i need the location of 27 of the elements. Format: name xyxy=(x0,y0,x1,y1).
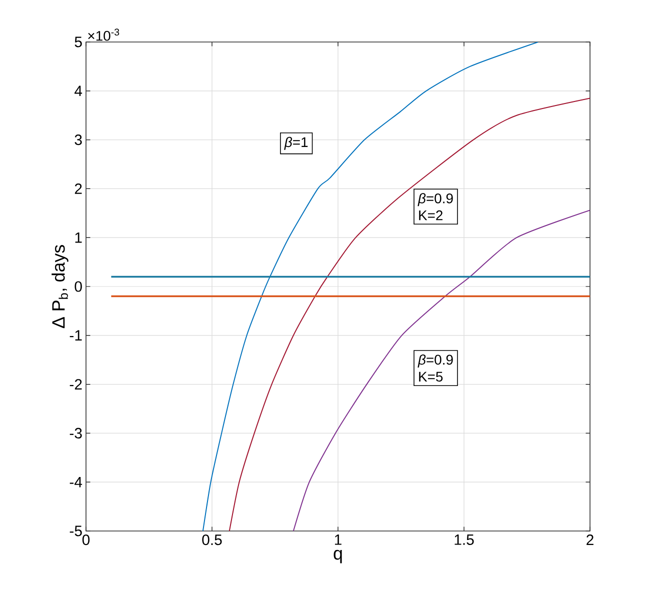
y-tick-label: -1 xyxy=(70,330,82,341)
line-series xyxy=(202,42,539,531)
y-tick-label: 4 xyxy=(74,86,82,96)
x-tick-label: 0.5 xyxy=(202,534,222,546)
y-tick-label: 1 xyxy=(75,232,82,243)
x-tick-label: 0 xyxy=(82,534,90,546)
y-tick-label: 5 xyxy=(74,36,82,48)
annotation: K=5 xyxy=(419,372,443,382)
x-tick-label: 1 xyxy=(334,534,342,545)
annotation: β=1 xyxy=(284,136,308,150)
annotation: K=2 xyxy=(419,210,442,220)
y-tick-label: -2 xyxy=(70,379,82,390)
y-tick-label: -4 xyxy=(70,476,82,488)
y-tick-label: 3 xyxy=(74,134,82,146)
x-tick-label: 1.5 xyxy=(454,534,474,545)
annotation: β=0.9 xyxy=(418,193,453,206)
y-axis-title: Δ P$_{b}$, days xyxy=(52,245,68,328)
text: ×10$^{-3}$ xyxy=(88,28,120,41)
y-tick-label: 2 xyxy=(74,183,82,194)
x-tick-label: 2 xyxy=(586,534,594,545)
y-tick-label: -5 xyxy=(70,526,82,536)
line-series xyxy=(228,98,590,531)
line-series xyxy=(292,210,590,531)
annotation: β=0.9 xyxy=(418,354,453,368)
y-tick-label: -3 xyxy=(70,428,82,438)
y-tick-label: 0 xyxy=(74,281,82,292)
x-axis-title: q xyxy=(334,550,342,564)
